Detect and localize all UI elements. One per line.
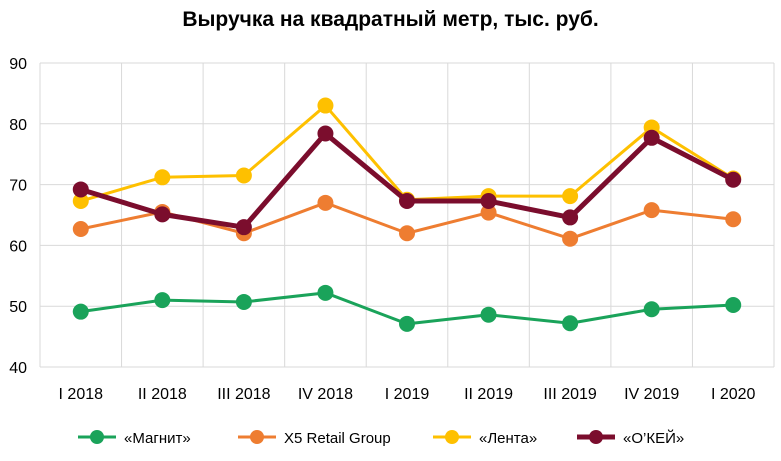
data-point	[480, 193, 497, 210]
y-tick-label: 80	[9, 117, 27, 134]
data-point	[725, 211, 742, 228]
data-point	[725, 296, 742, 313]
y-tick-label: 90	[9, 56, 27, 73]
y-tick-label: 60	[9, 238, 27, 255]
data-point	[725, 171, 742, 188]
series-layer	[72, 97, 742, 332]
legend-label: «О’КЕЙ»	[623, 429, 684, 447]
legend-item: «О’КЕЙ»	[577, 429, 684, 447]
data-point	[399, 315, 415, 332]
data-point	[643, 129, 660, 146]
legend-marker	[445, 430, 459, 444]
data-point	[154, 292, 171, 309]
series-line	[80, 131, 735, 230]
data-point	[72, 303, 89, 320]
x-axis-ticks: I 2018 II 2018 III 2018 IV 2018 I 2019 II 201…	[59, 386, 756, 403]
data-point	[317, 284, 334, 301]
legend-label: «Магнит»	[124, 430, 191, 447]
x-tick-label: II 2018	[138, 386, 187, 403]
legend-label: X5 Retail Group	[284, 430, 391, 447]
data-point	[643, 301, 660, 318]
x-tick-label: IV 2018	[298, 386, 353, 403]
y-axis-ticks: 40 50 60 70 80 90	[9, 56, 27, 377]
data-point	[235, 167, 252, 184]
data-point	[72, 181, 89, 198]
series-0	[72, 284, 742, 332]
x-tick-label: III 2019	[543, 386, 596, 403]
data-point	[154, 169, 171, 186]
data-point	[399, 193, 415, 210]
series-2	[72, 97, 742, 210]
data-point	[399, 225, 415, 242]
data-point	[317, 194, 334, 211]
data-point	[480, 306, 497, 323]
x-tick-label: I 2018	[59, 386, 104, 403]
x-tick-label: I 2020	[711, 386, 756, 403]
data-point	[317, 97, 334, 114]
data-point	[154, 206, 171, 223]
legend-item: X5 Retail Group	[238, 430, 391, 447]
legend-item: «Магнит»	[78, 430, 191, 447]
data-point	[643, 202, 660, 219]
data-point	[72, 193, 89, 210]
data-point	[72, 220, 89, 237]
data-point	[317, 125, 334, 142]
y-tick-label: 40	[9, 360, 27, 377]
data-point	[562, 188, 579, 205]
series-3	[72, 125, 742, 236]
data-point	[480, 204, 497, 221]
data-point	[562, 315, 579, 332]
x-tick-label: II 2019	[464, 386, 513, 403]
legend-item: «Лента»	[433, 430, 537, 447]
grid	[39, 62, 775, 368]
x-tick-label: IV 2019	[624, 386, 679, 403]
chart-title: Выручка на квадратный метр, тыс. руб.	[182, 8, 599, 31]
x-tick-label: III 2018	[217, 386, 270, 403]
x-tick-label: I 2019	[385, 386, 430, 403]
legend: «Магнит» X5 Retail Group «Лента» «О’КЕЙ»	[78, 429, 684, 447]
legend-marker	[589, 430, 603, 444]
data-point	[235, 219, 252, 236]
y-tick-label: 70	[9, 178, 27, 195]
y-tick-label: 50	[9, 299, 27, 316]
data-point	[562, 230, 579, 247]
legend-marker	[90, 430, 104, 444]
data-point	[235, 293, 252, 310]
legend-marker	[250, 430, 264, 444]
legend-label: «Лента»	[479, 430, 537, 447]
data-point	[562, 209, 579, 226]
